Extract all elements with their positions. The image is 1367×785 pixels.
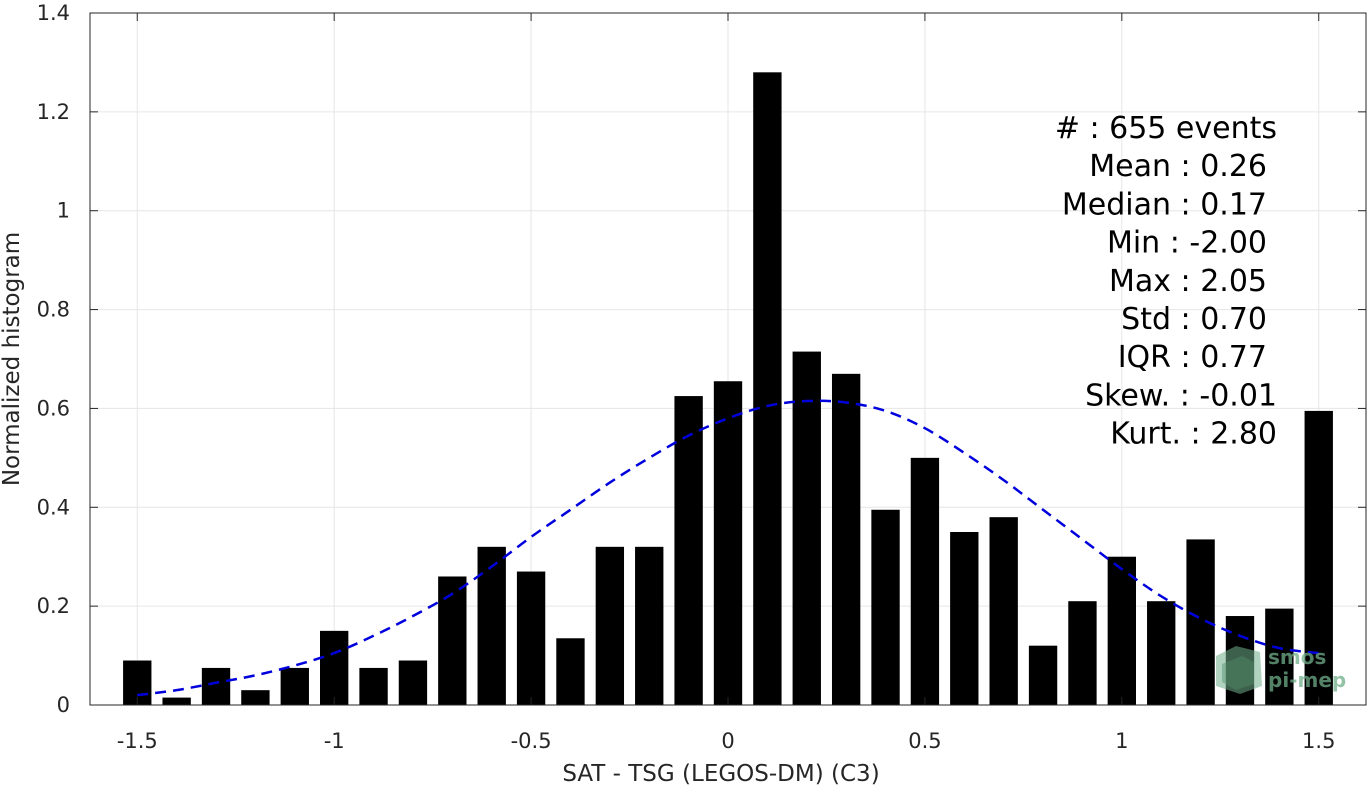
histogram-bar — [950, 532, 979, 705]
y-axis-label: Normalized histogram — [0, 232, 25, 486]
histogram-bar — [201, 667, 231, 705]
smos-pimep-logo: smos pi-mep — [1216, 645, 1346, 694]
histogram-bar — [280, 667, 309, 705]
y-tick-label: 1.4 — [37, 1, 70, 25]
stats-line: Min : -2.00 — [1107, 226, 1267, 261]
histogram-bar — [713, 381, 743, 705]
histogram-bar — [1265, 608, 1294, 705]
x-tick-label: 0.5 — [908, 729, 941, 753]
x-tick-label: 1 — [1115, 729, 1128, 753]
histogram-bar — [319, 630, 349, 705]
histogram-bar — [438, 576, 467, 705]
stats-line: Max : 2.05 — [1109, 264, 1267, 299]
stats-line: # : 655 events — [1055, 111, 1277, 146]
y-tick-label: 0.4 — [37, 495, 70, 519]
stats-line: Kurt. : 2.80 — [1110, 417, 1277, 452]
histogram-bar — [1107, 556, 1137, 705]
x-tick-label: -1.5 — [117, 729, 158, 753]
x-tick-labels: -1.5 -1 -0.5 0 0.5 1 1.5 — [117, 729, 1336, 753]
bars — [123, 72, 1333, 706]
histogram-bar — [1068, 601, 1097, 705]
grid — [90, 12, 1366, 706]
stats-line: Skew. : -0.01 — [1085, 378, 1277, 413]
y-tick-labels: 0 0.2 0.4 0.6 0.8 1 1.2 1.4 — [37, 1, 70, 717]
logo-mark-inner-icon — [1222, 656, 1254, 690]
logo-line2: pi-mep — [1268, 668, 1346, 692]
histogram-bar — [477, 546, 506, 705]
stats-line: IQR : 0.77 — [1118, 340, 1267, 375]
x-tick-label: 0 — [721, 729, 734, 753]
logo-mark-icon — [1216, 646, 1262, 694]
fit-curve — [137, 399, 1319, 697]
histogram-bar — [1028, 645, 1058, 705]
histogram-bar — [1304, 410, 1333, 705]
histogram-bar — [398, 660, 428, 705]
histogram-bar — [162, 697, 191, 705]
stats-line: Mean : 0.26 — [1089, 149, 1267, 184]
x-axis-label: SAT - TSG (LEGOS-DM) (C3) — [562, 761, 879, 785]
stats-line: Std : 0.70 — [1121, 302, 1267, 337]
histogram-bar — [635, 546, 664, 705]
y-tick-label: 1.2 — [37, 100, 70, 124]
y-tick-label: 1 — [57, 199, 70, 223]
histogram-bar — [1147, 601, 1176, 705]
histogram-bar — [595, 546, 625, 705]
y-tick-label: 0 — [57, 693, 70, 717]
x-tick-label: 1.5 — [1302, 729, 1335, 753]
histogram-bar — [831, 373, 861, 705]
y-tick-label: 0.2 — [37, 594, 70, 618]
histogram-bar — [359, 667, 388, 705]
histogram-bar — [989, 517, 1018, 705]
histogram-bar — [910, 457, 940, 705]
histogram-bar — [241, 690, 270, 705]
ticks — [90, 12, 1366, 706]
y-tick-label: 0.8 — [37, 298, 70, 322]
histogram-bar — [792, 351, 821, 705]
stats-line: Median : 0.17 — [1062, 187, 1267, 222]
histogram-bar — [516, 571, 546, 705]
y-tick-label: 0.6 — [37, 396, 70, 420]
histogram-bar — [556, 638, 585, 705]
histogram-bar — [674, 396, 703, 705]
x-tick-label: -1 — [324, 729, 345, 753]
histogram-bar — [753, 72, 782, 706]
logo-line1: smos — [1268, 645, 1326, 669]
histogram-bar — [871, 509, 900, 705]
x-tick-label: -0.5 — [511, 729, 552, 753]
